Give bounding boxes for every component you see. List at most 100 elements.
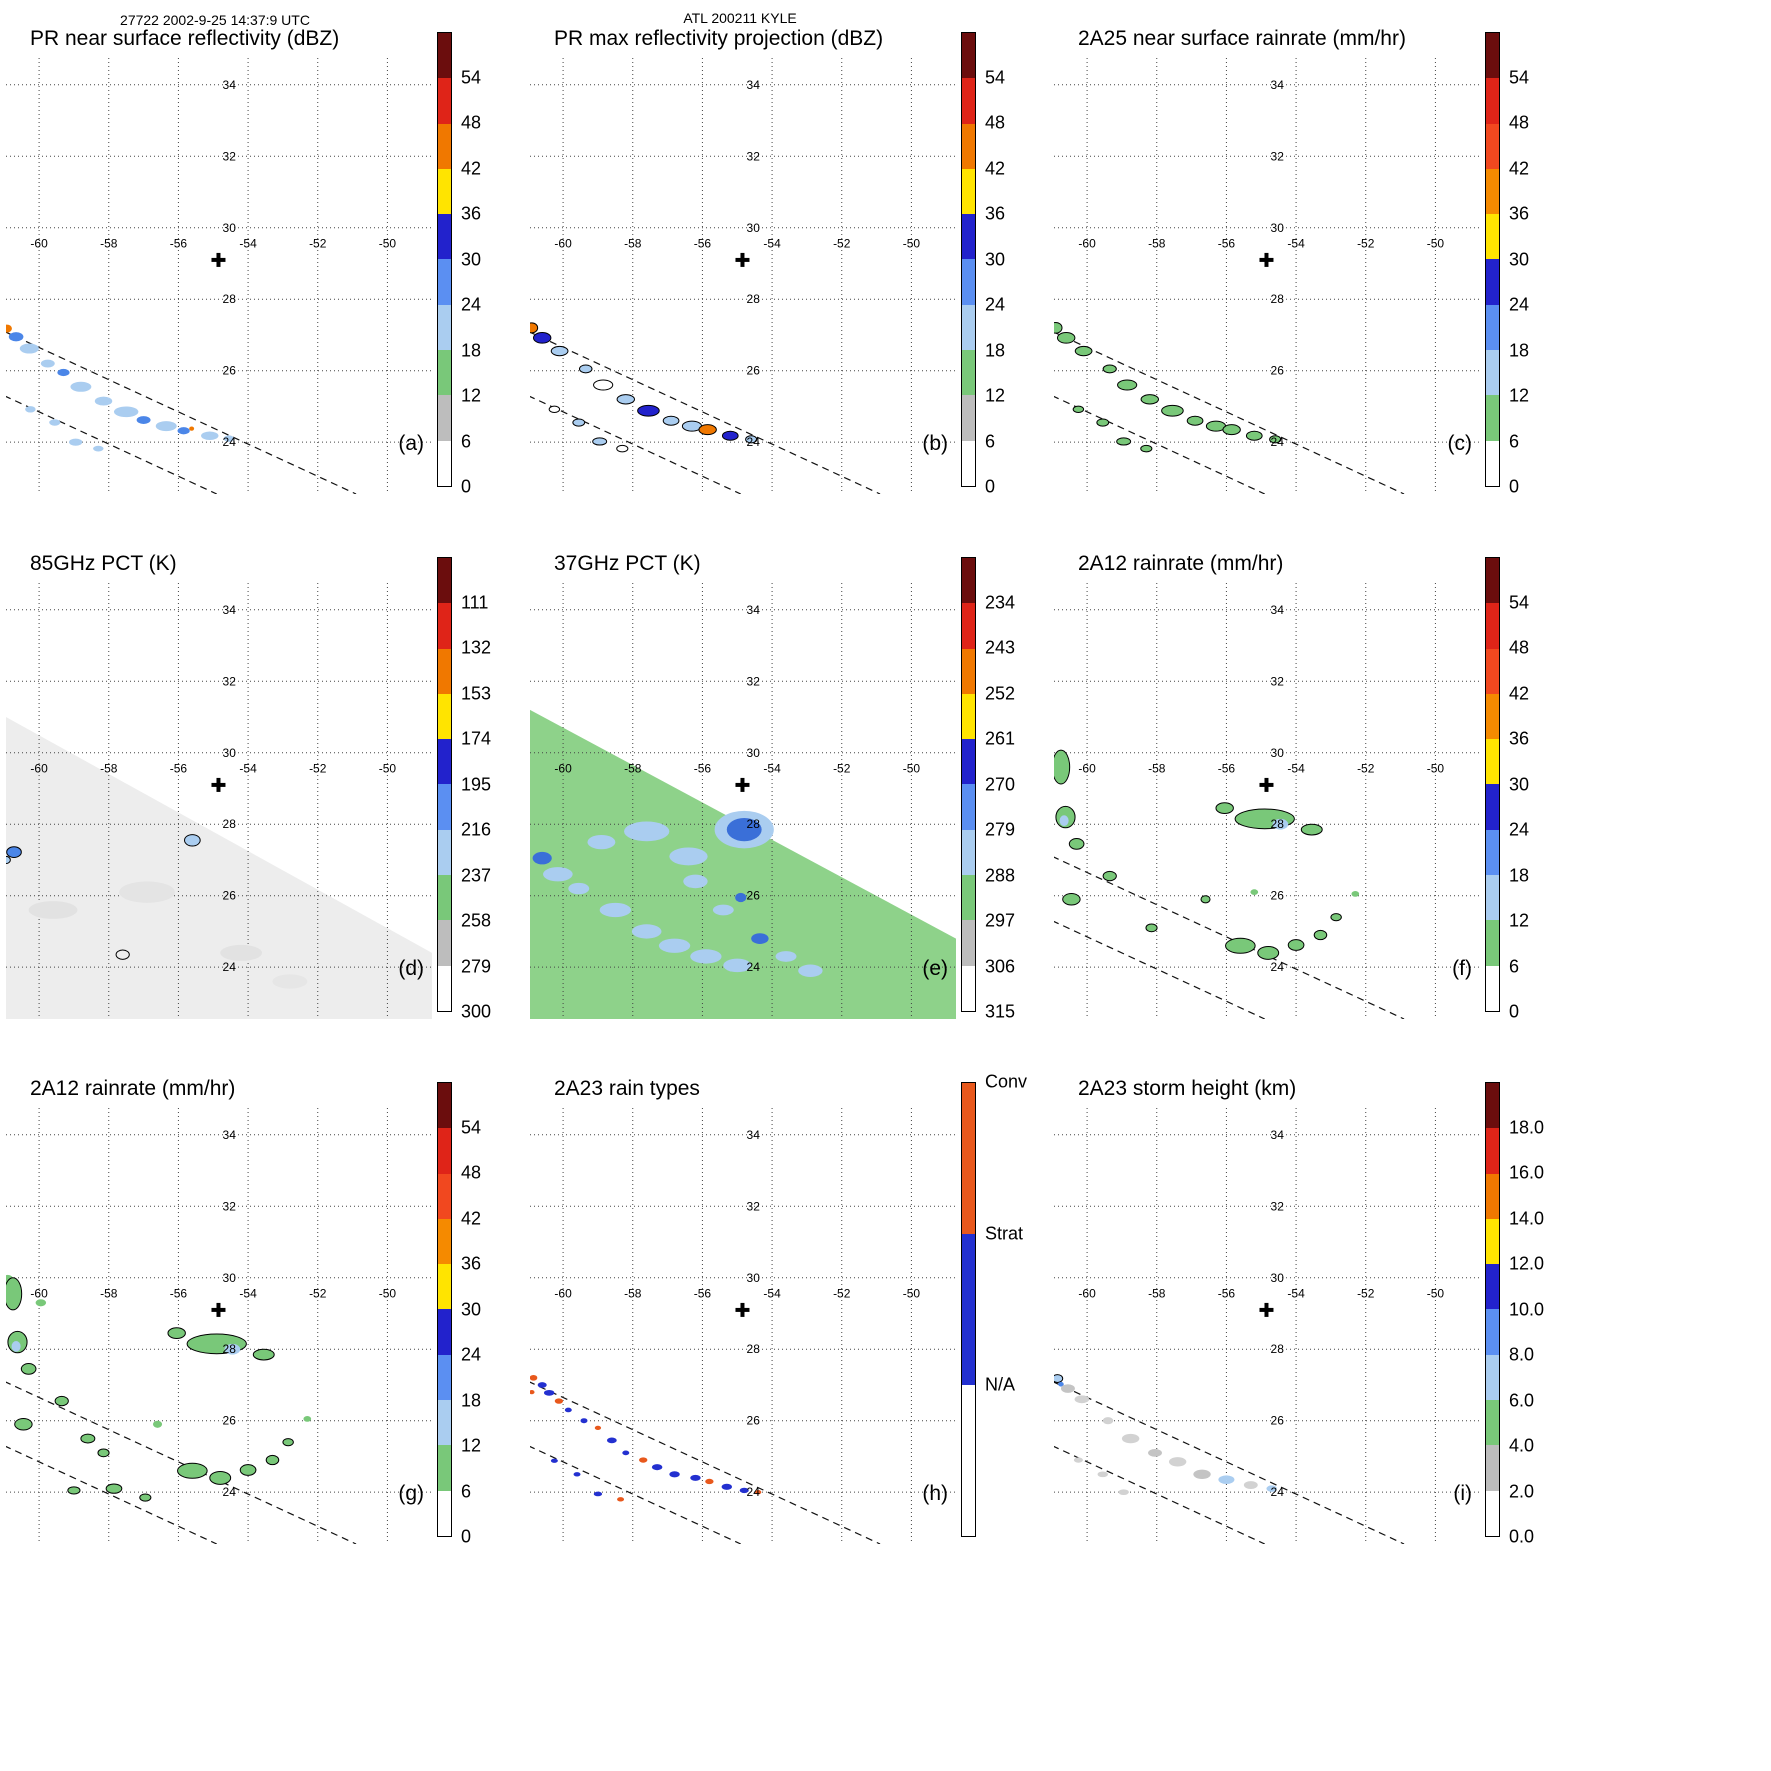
rain-feature <box>572 418 586 427</box>
colorbar-tick-label: 48 <box>1509 112 1530 133</box>
colorbar-tick-label: 24 <box>1509 819 1530 840</box>
colorbar-segment <box>962 123 975 169</box>
colorbar-tick-label: 30 <box>1509 774 1530 794</box>
colorbar-segment <box>438 1218 451 1265</box>
rain-feature <box>550 1458 558 1463</box>
lon-label: -58 <box>100 1286 118 1300</box>
colorbar-segment <box>1486 648 1499 694</box>
lon-label: -54 <box>763 236 781 250</box>
rain-feature <box>1257 945 1280 960</box>
rain-feature <box>28 901 78 919</box>
colorbar-tick-label: 42 <box>1509 683 1530 703</box>
colorbar-segment <box>438 1264 451 1310</box>
colorbar-tick-label: 18.0 <box>1509 1117 1545 1137</box>
colorbar-tick-label: 252 <box>985 683 1016 703</box>
rain-feature <box>119 881 175 903</box>
colorbar-segment <box>962 350 975 396</box>
colorbar-tick-label: 10.0 <box>1509 1299 1545 1319</box>
colorbar-tick-label: 306 <box>985 956 1016 976</box>
colorbar <box>1485 557 1500 1012</box>
rain-feature <box>543 867 573 882</box>
rain-feature <box>1266 1485 1277 1492</box>
colorbar-tick-label: 54 <box>1509 67 1530 87</box>
rain-feature <box>530 1389 535 1395</box>
colorbar-tick-label: 111 <box>461 592 489 612</box>
rain-feature <box>67 1486 81 1495</box>
colorbar-segment <box>438 33 451 79</box>
rain-feature <box>1059 815 1069 827</box>
lat-label: 24 <box>1271 960 1285 974</box>
colorbar-segment <box>962 965 975 1011</box>
colorbar-tick-label: 42 <box>461 158 482 178</box>
colorbar-segment <box>962 168 975 215</box>
colorbar-tick-label: 18 <box>1509 340 1530 360</box>
rain-feature <box>721 430 739 441</box>
rain-feature <box>14 1418 33 1431</box>
rain-feature <box>136 416 151 424</box>
map-c: -60 -58 -56 -54 -52 -50 34 32 30 28 26 24 <box>1054 58 1480 494</box>
lat-label: 34 <box>747 78 761 92</box>
colorbar-segment <box>962 33 975 79</box>
lon-label: -60 <box>554 761 572 775</box>
rain-feature <box>532 331 552 344</box>
lat-label: 28 <box>747 292 761 306</box>
colorbar-segment <box>1486 1490 1499 1536</box>
lat-label: 32 <box>223 674 237 688</box>
rain-feature <box>6 855 11 865</box>
swath-edge-line <box>1054 1381 1405 1544</box>
lon-label: -54 <box>1287 761 1305 775</box>
lon-label: -56 <box>170 236 188 250</box>
panel-letter: (c) <box>1447 432 1473 455</box>
colorbar-tick-label: 0 <box>461 476 472 497</box>
rain-feature <box>1073 1457 1083 1463</box>
rain-feature <box>739 1487 749 1494</box>
panel-title: 37GHz PCT (K) <box>554 552 701 575</box>
colorbar-tick-labels: Conv Strat N/A <box>985 1072 1047 1537</box>
lon-label: -52 <box>309 236 327 250</box>
colorbar-tick-label: 270 <box>985 774 1016 794</box>
colorbar-segment <box>1486 440 1499 486</box>
rain-feature <box>735 892 747 903</box>
lat-label: 28 <box>223 292 237 306</box>
rain-feature <box>624 821 670 842</box>
panel-h: 2A23 rain types -60 -58 -56 -54 -52 -50 34 32 30… <box>524 1050 1048 1575</box>
rain-feature <box>1351 891 1360 897</box>
lat-label: 26 <box>747 889 761 903</box>
colorbar-tick-label: 234 <box>985 592 1016 612</box>
colorbar-segment <box>1486 603 1499 649</box>
rain-feature <box>723 958 752 973</box>
swath-edge-line <box>6 1445 217 1544</box>
rain-feature <box>57 368 70 377</box>
lon-label: -56 <box>170 1286 188 1300</box>
rain-feature <box>578 364 593 374</box>
colorbar-tick-label: 12 <box>461 385 482 406</box>
rain-feature <box>80 1433 96 1444</box>
rain-feature <box>303 1416 312 1422</box>
colorbar-tick-label: 48 <box>985 112 1006 133</box>
colorbar-segment <box>438 739 451 785</box>
rain-feature <box>712 904 734 916</box>
colorbar-segment <box>1486 965 1499 1011</box>
panel-grid: PR near surface reflectivity (dBZ) -60 -5… <box>6 27 1545 1575</box>
colorbar-tick-labels: 54 48 42 36 30 24 18 12 6 0 <box>461 1082 523 1547</box>
colorbar-tick-label: 30 <box>985 249 1006 269</box>
colorbar-tick-label: 174 <box>461 728 492 749</box>
colorbar-segment <box>1486 304 1499 351</box>
lat-label: 32 <box>747 1199 761 1213</box>
lat-label: 32 <box>1271 149 1285 163</box>
rain-feature <box>637 404 660 417</box>
rain-feature <box>220 944 263 961</box>
rain-feature <box>1054 749 1071 785</box>
map-a: -60 -58 -56 -54 -52 -50 34 32 30 28 26 24 <box>6 58 432 494</box>
colorbar-tick-label: 261 <box>985 728 1016 749</box>
lon-label: -50 <box>379 236 397 250</box>
colorbar-tick-label: 24 <box>461 1344 482 1365</box>
lat-label: 32 <box>223 1199 237 1213</box>
panel-title: 85GHz PCT (K) <box>30 552 177 575</box>
lat-label: 30 <box>1271 746 1285 760</box>
colorbar-tick-label: 0 <box>461 1526 472 1547</box>
lat-label: 30 <box>223 221 237 235</box>
lat-label: 32 <box>747 674 761 688</box>
rain-feature <box>705 1478 714 1485</box>
colorbar-tick-label: 6 <box>1509 956 1520 976</box>
